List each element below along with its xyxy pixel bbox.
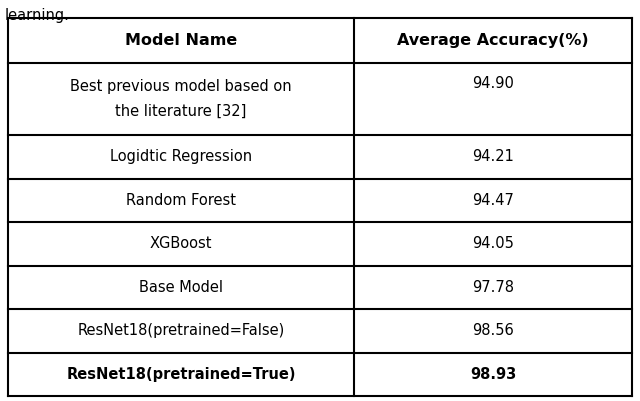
Text: ResNet18(pretrained=False): ResNet18(pretrained=False) bbox=[77, 323, 285, 338]
Text: Logidtic Regression: Logidtic Regression bbox=[110, 149, 252, 164]
Text: Average Accuracy(%): Average Accuracy(%) bbox=[397, 33, 589, 48]
Text: 94.47: 94.47 bbox=[472, 193, 514, 208]
Text: Best previous model based on
the literature [32]: Best previous model based on the literat… bbox=[70, 79, 292, 119]
Text: Base Model: Base Model bbox=[139, 280, 223, 295]
Text: 94.21: 94.21 bbox=[472, 149, 514, 164]
Text: 94.90: 94.90 bbox=[472, 76, 514, 91]
Text: ResNet18(pretrained=True): ResNet18(pretrained=True) bbox=[67, 367, 296, 382]
Text: XGBoost: XGBoost bbox=[150, 236, 212, 251]
Text: 97.78: 97.78 bbox=[472, 280, 514, 295]
Text: 94.05: 94.05 bbox=[472, 236, 514, 251]
Text: learning.: learning. bbox=[5, 8, 70, 23]
Text: Random Forest: Random Forest bbox=[126, 193, 236, 208]
Text: 98.56: 98.56 bbox=[472, 323, 514, 338]
Text: 98.93: 98.93 bbox=[470, 367, 516, 382]
Text: Model Name: Model Name bbox=[125, 33, 237, 48]
